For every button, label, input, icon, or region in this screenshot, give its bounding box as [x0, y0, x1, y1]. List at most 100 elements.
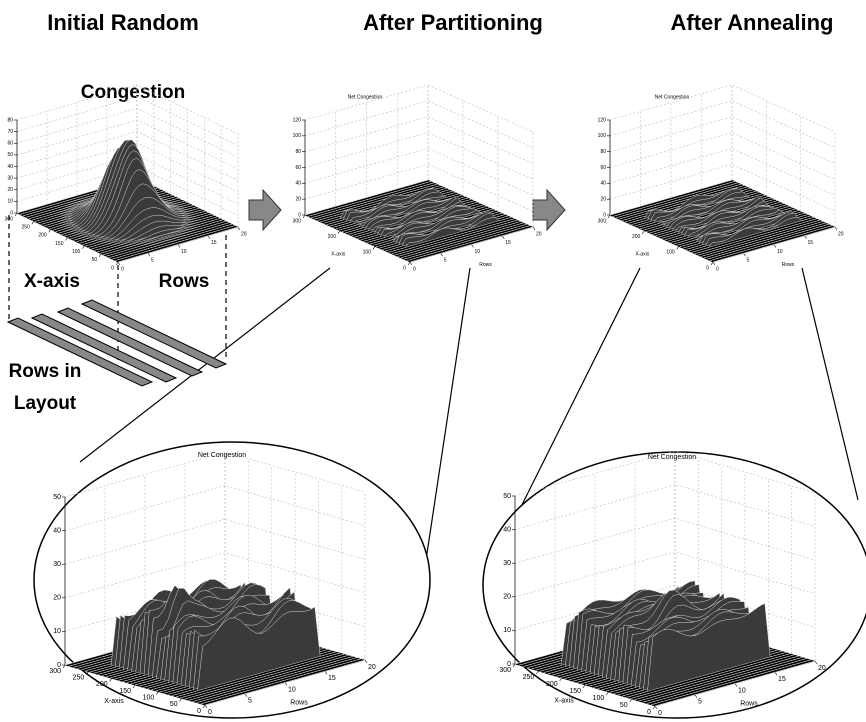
z-tick-label: 100 — [598, 133, 607, 139]
tick-mark — [472, 245, 474, 248]
tick-mark — [373, 246, 375, 249]
z-tick-label: 50 — [7, 152, 13, 158]
row-tick-label: 10 — [777, 249, 783, 255]
z-tick-label: 40 — [295, 181, 301, 187]
tick-mark — [805, 236, 807, 239]
tick-mark — [677, 246, 679, 249]
row-tick-label: 15 — [505, 240, 511, 246]
tick-mark — [116, 262, 118, 265]
surface-plot: 0102030405060708005010015020025030005101… — [5, 85, 247, 272]
x-tick-label: 250 — [73, 675, 85, 682]
x-tick-label: 300 — [49, 668, 61, 675]
row-tick-label: 15 — [328, 675, 336, 682]
tick-mark — [608, 215, 610, 218]
x-tick-label: 200 — [632, 234, 641, 240]
figure: Initial Random After Partitioning After … — [0, 0, 866, 722]
tick-mark — [533, 227, 535, 230]
row-tick-label: 10 — [738, 687, 746, 694]
row-tick-label: 5 — [248, 698, 252, 705]
x-tick-label: 0 — [706, 265, 709, 271]
heading: Initial Random — [47, 10, 199, 35]
row-tick-label: 0 — [716, 266, 719, 272]
tick-mark — [502, 236, 504, 239]
z-tick-label: 40 — [7, 164, 13, 170]
heading: After Annealing — [671, 10, 834, 35]
arrow — [249, 190, 281, 230]
tick-mark — [15, 213, 17, 216]
row-tick-label: 15 — [778, 676, 786, 683]
z-tick-label: 20 — [7, 187, 13, 193]
row-tick-label: 20 — [818, 665, 826, 672]
tick-mark — [66, 238, 68, 241]
row-tick-label: 10 — [475, 249, 481, 255]
tick-mark — [410, 262, 412, 265]
row-tick-label: 0 — [413, 266, 416, 272]
z-tick-label: 20 — [295, 196, 301, 202]
x-tick-label: 200 — [328, 234, 337, 240]
z-tick-label: 70 — [7, 129, 13, 135]
row-tick-label: 15 — [808, 240, 814, 246]
x-axis-label: X-axis — [554, 698, 574, 705]
z-tick-label: 40 — [600, 181, 606, 187]
tick-mark — [338, 231, 340, 234]
plot-title: Net Congestion — [648, 454, 696, 461]
row-tick-label: 0 — [121, 266, 124, 272]
tick-mark — [208, 236, 210, 239]
x-tick-label: 300 — [499, 667, 511, 674]
z-tick-label: 30 — [7, 175, 13, 181]
tick-mark — [99, 254, 101, 257]
row-tick-label: 20 — [536, 231, 542, 237]
tick-mark — [744, 253, 746, 256]
z-tick-label: 60 — [600, 165, 606, 171]
tick-mark — [513, 664, 515, 667]
x-tick-label: 150 — [119, 688, 131, 695]
grid-line — [305, 101, 533, 148]
annotation: Congestion — [81, 82, 186, 103]
connector-line — [426, 268, 470, 560]
x-tick-label: 0 — [111, 265, 114, 271]
surface-plot: 020406080100120010020030005101520Net Con… — [598, 85, 844, 272]
x-axis-label: X-axis — [331, 251, 345, 257]
row-tick-label: 0 — [208, 709, 212, 716]
tick-mark — [148, 253, 150, 256]
annotation: Rows in — [9, 361, 82, 382]
x-tick-label: 250 — [523, 674, 535, 681]
row-axis-label: Rows — [479, 262, 492, 268]
x-tick-label: 300 — [5, 216, 14, 222]
x-tick-label: 250 — [21, 224, 30, 230]
x-tick-label: 0 — [197, 708, 201, 715]
tick-mark — [642, 231, 644, 234]
tick-mark — [774, 245, 776, 248]
row-tick-label: 10 — [288, 686, 296, 693]
tick-mark — [713, 262, 715, 265]
z-tick-label: 10 — [7, 199, 13, 205]
row-tick-label: 15 — [211, 240, 217, 246]
x-tick-label: 0 — [647, 709, 651, 716]
x-tick-label: 50 — [170, 701, 178, 708]
x-tick-label: 50 — [620, 702, 628, 709]
x-tick-label: 100 — [143, 695, 155, 702]
x-axis-label: X-axis — [635, 251, 649, 257]
row-tick-label: 20 — [241, 231, 247, 237]
x-tick-label: 200 — [38, 233, 47, 239]
tick-mark — [32, 221, 34, 224]
row-axis-label: Rows — [740, 700, 758, 707]
grid-line — [610, 85, 835, 132]
z-tick-label: 10 — [503, 627, 511, 634]
x-tick-label: 300 — [598, 218, 607, 224]
z-tick-label: 100 — [293, 133, 302, 139]
tick-mark — [711, 262, 713, 265]
tick-mark — [82, 246, 84, 249]
annotation: Rows — [159, 271, 210, 292]
row-tick-label: 5 — [444, 258, 447, 264]
x-tick-label: 0 — [403, 265, 406, 271]
tick-mark — [441, 253, 443, 256]
x-tick-label: 150 — [55, 241, 64, 247]
z-tick-label: 20 — [53, 595, 61, 602]
arrow — [533, 190, 565, 230]
x-tick-label: 200 — [96, 681, 108, 688]
grid-line — [610, 101, 835, 148]
grid-line — [305, 117, 533, 164]
z-tick-label: 30 — [53, 561, 61, 568]
tick-mark — [835, 227, 837, 230]
